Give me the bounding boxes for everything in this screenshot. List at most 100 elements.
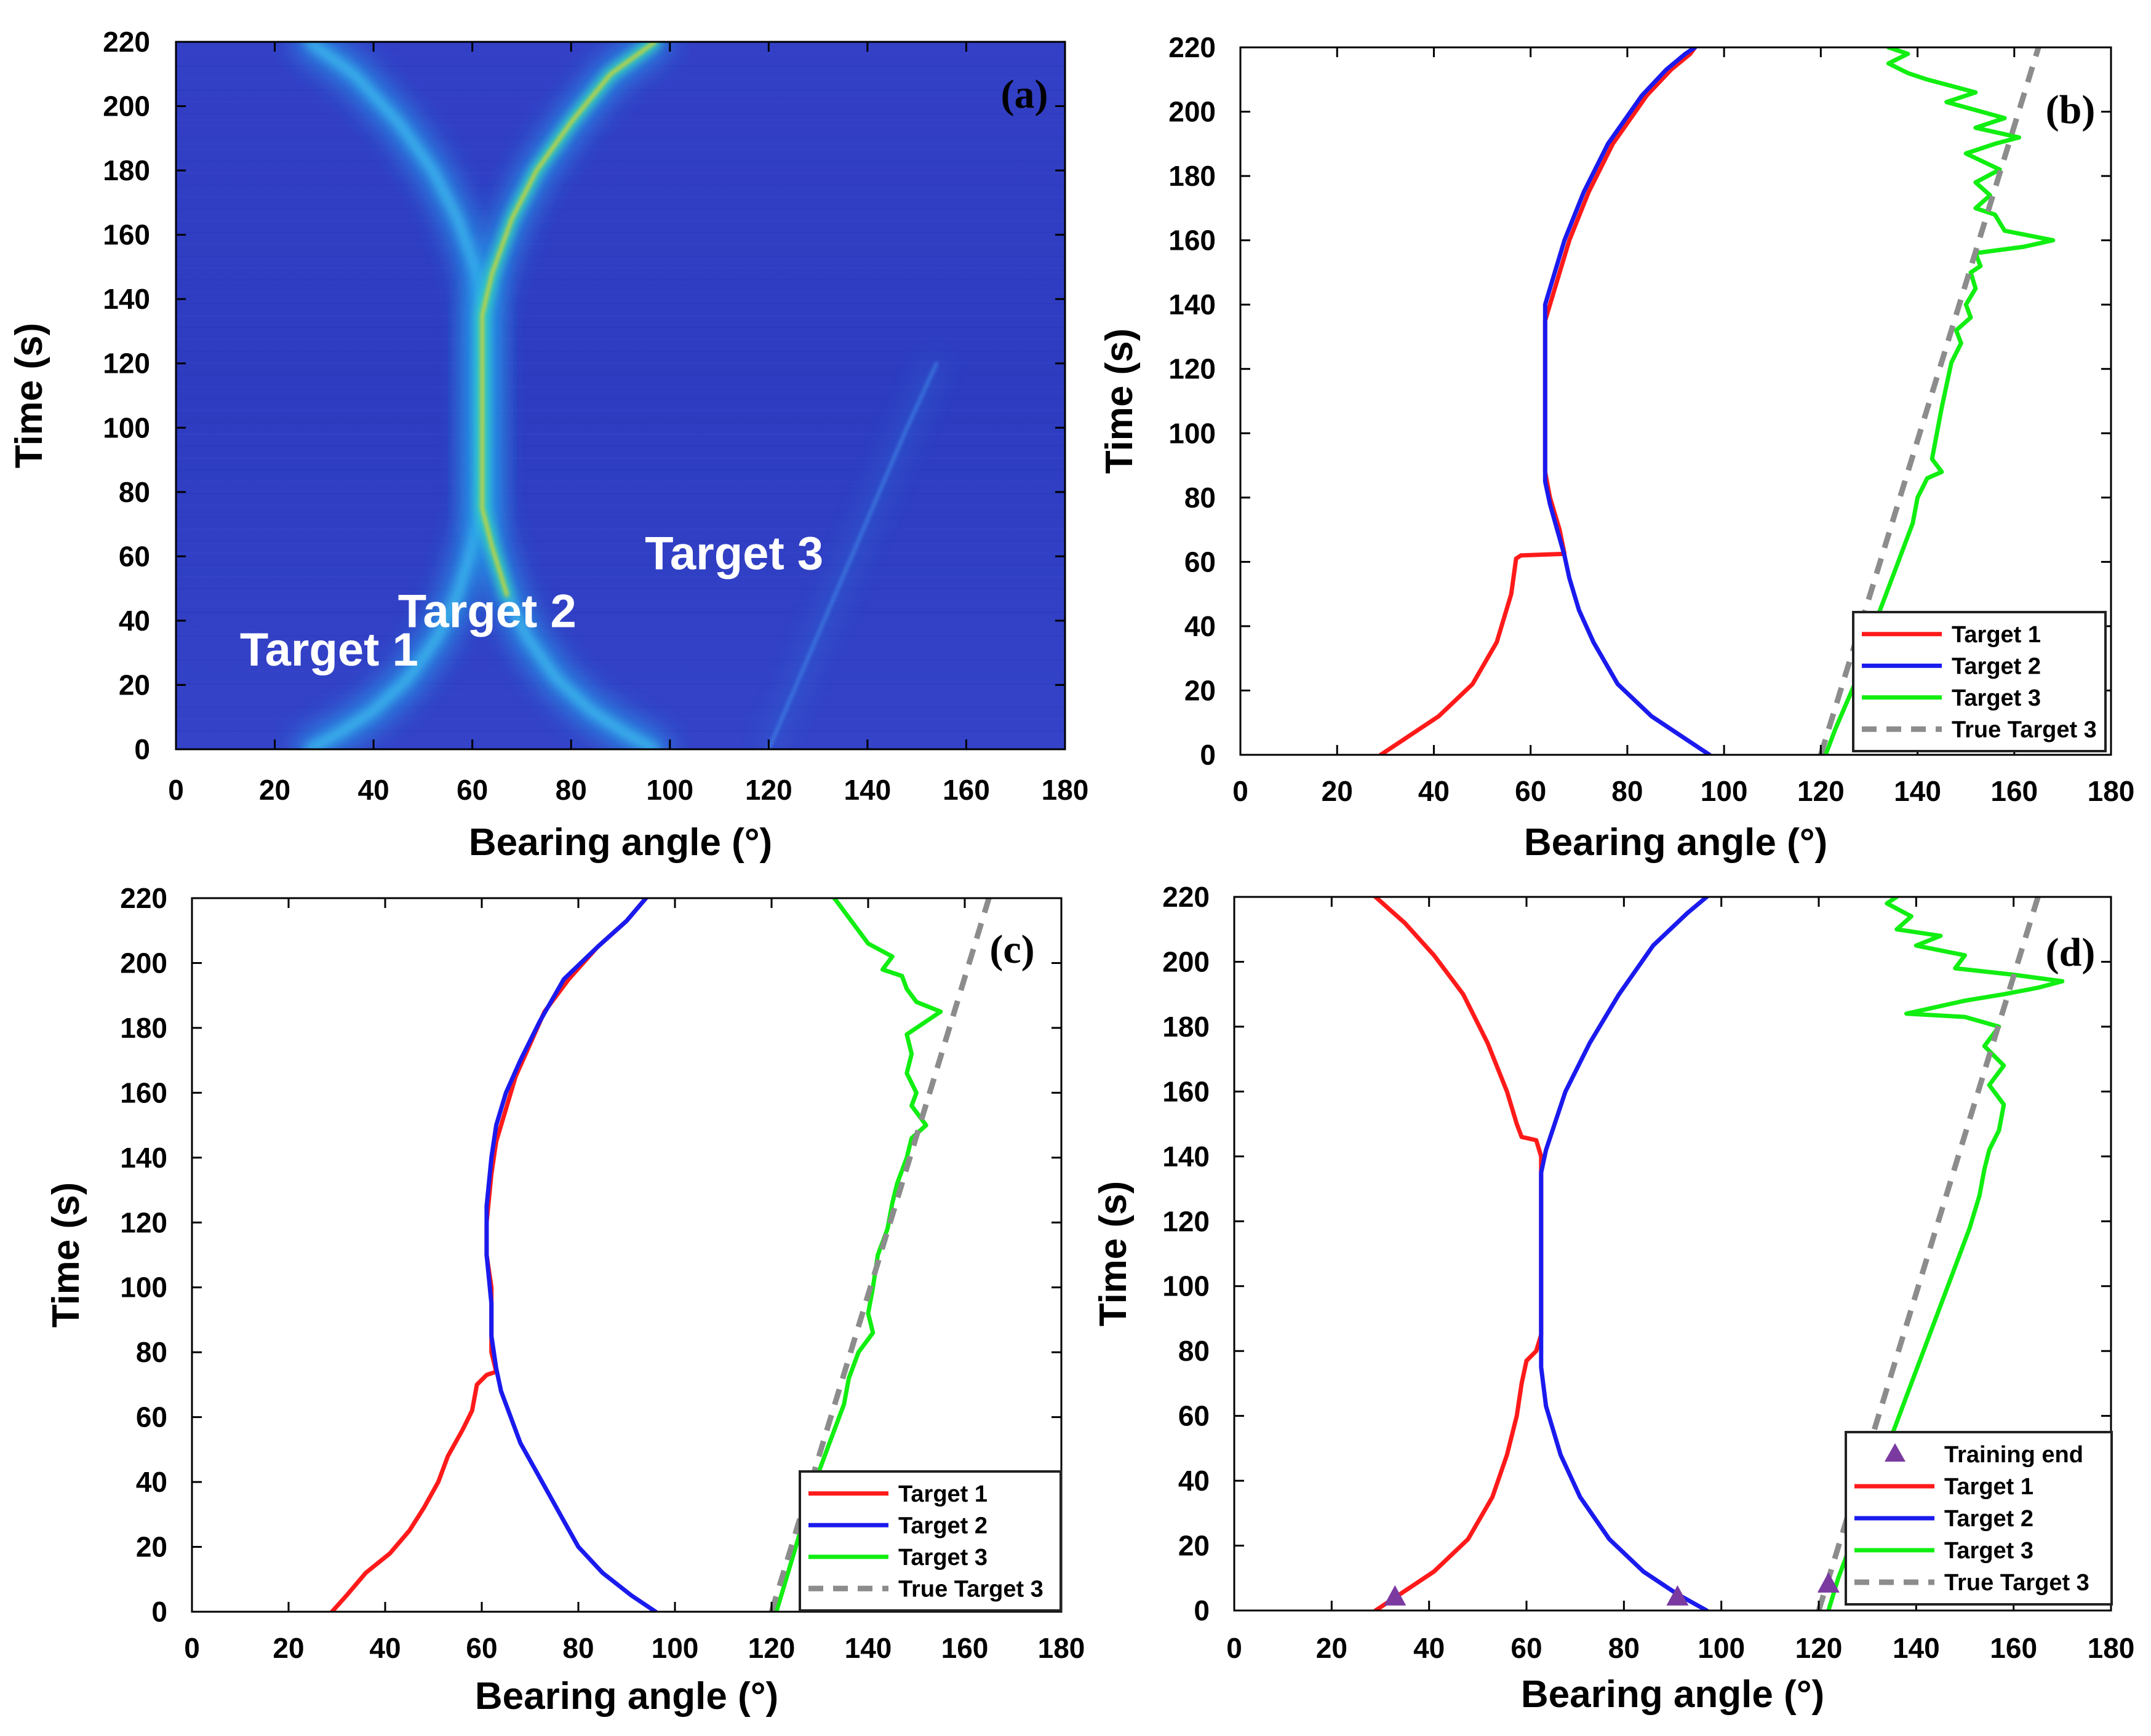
x-tick-label: 120 <box>745 774 792 806</box>
y-tick-label: 160 <box>103 219 150 251</box>
y-tick-label: 0 <box>151 1596 167 1628</box>
legend: Target 1 Target 2 Target 3 True Target 3 <box>1852 611 2107 752</box>
x-tick-label: 180 <box>2088 775 2135 807</box>
axis-frame <box>1239 46 2112 756</box>
series-line <box>774 898 943 1612</box>
heatmap-noise-streak <box>176 267 1065 269</box>
legend-label: Target 3 <box>898 1545 988 1571</box>
x-tick-label: 100 <box>652 1632 699 1664</box>
x-tick-label: 180 <box>2088 1632 2135 1664</box>
x-tick-label: 40 <box>1413 1632 1445 1664</box>
legend-label: Target 1 <box>898 1481 988 1507</box>
heatmap-noise-streak <box>176 398 1065 399</box>
heatmap-noise-streak <box>176 350 1065 352</box>
x-tick-label: 40 <box>369 1632 401 1664</box>
series-line <box>1542 47 1712 755</box>
heatmap-track-core-bright <box>480 42 657 597</box>
y-tick-label: 40 <box>1178 1465 1210 1497</box>
heatmap-noise-streak <box>176 196 1065 197</box>
y-tick-label: 100 <box>1168 417 1216 449</box>
heatmap-noise-streak <box>176 291 1065 293</box>
y-tick-label: 120 <box>120 1206 167 1238</box>
x-tick-label: 20 <box>273 1632 304 1664</box>
training-end-marker <box>1817 1572 1840 1593</box>
heatmap-noise-streak <box>176 611 1065 613</box>
panel-label: (c) <box>989 927 1034 972</box>
y-tick-label: 140 <box>103 283 150 315</box>
legend-label: True Target 3 <box>1944 1570 2089 1596</box>
heatmap-noise-streak <box>176 410 1065 412</box>
heatmap-noise-streak <box>176 433 1065 435</box>
y-tick-label: 220 <box>1168 31 1216 63</box>
heatmap-noise-streak <box>176 244 1065 245</box>
heatmap-noise-streak <box>176 148 1065 150</box>
y-tick-label: 20 <box>136 1531 167 1563</box>
heatmap-noise-streak <box>176 362 1065 364</box>
y-tick-label: 120 <box>1168 353 1216 385</box>
heatmap-noise-streak <box>176 255 1065 257</box>
heatmap-noise-streak <box>176 445 1065 447</box>
y-tick-label: 220 <box>103 26 150 58</box>
y-tick-label: 220 <box>1162 881 1210 913</box>
x-axis-label: Bearing angle (°) <box>469 821 772 864</box>
legend: Target 1 Target 2 Target 3 True Target 3 <box>799 1470 1062 1612</box>
heatmap-noise-streak <box>176 220 1065 221</box>
y-tick-label: 100 <box>1162 1270 1210 1302</box>
x-tick-label: 160 <box>943 774 990 806</box>
heatmap-noise-streak <box>176 137 1065 138</box>
y-tick-label: 200 <box>1162 946 1210 977</box>
x-tick-label: 180 <box>1042 774 1089 806</box>
heatmap-noise-streak <box>176 481 1065 483</box>
x-tick-label: 140 <box>845 1632 892 1664</box>
axis-frame <box>175 41 1066 751</box>
y-tick-label: 60 <box>119 540 150 572</box>
series-line <box>1823 47 2056 755</box>
y-tick-label: 0 <box>134 733 150 765</box>
legend-marker-training-end <box>1885 1443 1906 1462</box>
heatmap-noise-streak <box>176 327 1065 328</box>
series-line <box>1826 897 2065 1611</box>
x-tick-label: 160 <box>941 1632 989 1664</box>
panel-d-line-chart: 0 20 40 60 80 100 120 140 160 180 0 20 40 60 80 100 120 1… <box>1092 881 2134 1716</box>
heatmap-noise-streak <box>176 338 1065 340</box>
y-tick-label: 100 <box>103 412 150 444</box>
heatmap-noise-streak <box>176 600 1065 602</box>
y-tick-label: 160 <box>1168 225 1216 257</box>
y-tick-label: 80 <box>1178 1335 1210 1367</box>
x-tick-label: 160 <box>1990 1632 2037 1664</box>
heatmap-noise-streak <box>176 172 1065 174</box>
y-tick-label: 80 <box>1184 482 1216 514</box>
x-tick-label: 180 <box>1038 1632 1085 1664</box>
legend-label: Target 3 <box>1944 1538 2033 1564</box>
x-tick-label: 100 <box>1698 1632 1745 1664</box>
y-tick-label: 20 <box>119 669 150 701</box>
x-tick-label: 0 <box>168 774 184 806</box>
y-tick-label: 200 <box>120 947 167 979</box>
x-tick-label: 140 <box>844 774 892 806</box>
legend: Training end Target 1 Target 2 Target 3 True… <box>1845 1431 2113 1606</box>
x-tick-label: 140 <box>1893 1632 1940 1664</box>
panel-label: (d) <box>2046 930 2096 975</box>
heatmap-noise-streak <box>176 101 1065 103</box>
x-tick-label: 60 <box>1510 1632 1542 1664</box>
heatmap-noise-streak <box>176 493 1065 495</box>
heatmap-noise-streak <box>176 576 1065 578</box>
x-tick-label: 80 <box>1611 775 1643 807</box>
axis-frame <box>1233 896 2112 1612</box>
heatmap-noise-streak <box>176 161 1065 162</box>
x-tick-label: 120 <box>748 1632 796 1664</box>
heatmap-noise-streak <box>176 683 1065 685</box>
legend-label: Target 1 <box>1944 1474 2033 1500</box>
series-line <box>1539 897 1709 1611</box>
heatmap-noise-streak <box>176 469 1065 471</box>
y-tick-label: 180 <box>1162 1011 1210 1043</box>
legend-label: Target 3 <box>1952 685 2041 711</box>
heatmap-noise-streak <box>176 528 1065 530</box>
y-tick-label: 80 <box>119 476 150 508</box>
x-tick-label: 40 <box>1418 775 1450 807</box>
y-tick-label: 180 <box>1168 160 1216 192</box>
x-tick-label: 80 <box>562 1632 594 1664</box>
training-end-marker <box>1384 1585 1407 1606</box>
y-tick-label: 60 <box>136 1401 167 1433</box>
